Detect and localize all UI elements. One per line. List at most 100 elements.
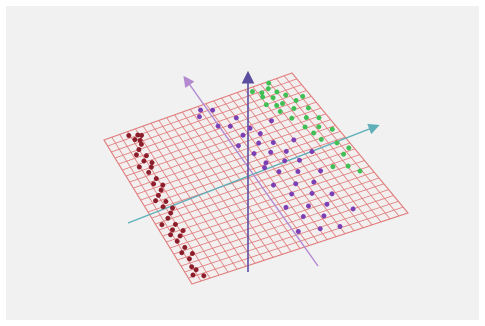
data-point-series-1 [141,158,147,164]
data-point-series-3 [260,94,266,100]
data-point-series-2 [215,123,221,129]
data-point-series-1 [132,137,138,143]
data-point-series-3 [318,136,324,142]
data-point-series-2 [257,131,263,137]
data-point-series-2 [263,160,269,166]
data-point-series-2 [291,137,297,143]
data-point-series-2 [268,149,274,155]
data-point-series-1 [155,192,161,198]
data-point-series-2 [309,149,315,155]
data-point-series-2 [262,165,268,171]
data-point-series-3 [341,151,347,157]
data-point-series-2 [306,203,312,209]
data-point-series-1 [153,198,159,204]
data-point-series-1 [143,153,149,159]
data-point-series-1 [163,198,169,204]
data-point-series-2 [317,226,323,232]
data-point-series-2 [227,123,233,129]
data-point-series-1 [146,169,152,175]
data-point-series-3 [316,115,322,121]
data-point-series-2 [283,148,289,154]
data-point-series-3 [274,89,280,95]
grid-line [188,206,404,279]
depth-axis [183,75,319,267]
data-point-series-2 [235,143,241,149]
data-point-series-1 [186,256,192,262]
data-point-series-3 [289,115,295,121]
data-point-series-1 [174,238,180,244]
data-point-series-3 [334,140,340,146]
data-point-series-2 [283,204,289,210]
data-point-series-3 [293,97,299,103]
data-point-series-1 [189,264,195,270]
data-point-series-3 [345,163,351,169]
data-point-series-1 [169,205,175,211]
data-point-series-3 [266,80,272,86]
grid-line [283,75,400,217]
data-point-series-2 [318,168,324,174]
data-point-series-2 [329,191,335,197]
data-point-series-1 [182,244,188,250]
data-point-series-1 [168,210,174,216]
data-point-series-3 [263,102,269,108]
grid-line [177,189,389,261]
data-point-series-1 [180,228,186,234]
data-point-series-2 [337,223,343,229]
data-point-series-1 [189,250,195,256]
data-point-series-3 [329,126,335,132]
data-point-series-2 [309,190,315,196]
data-point-series-2 [247,125,253,131]
data-point-series-1 [169,227,175,233]
data-point-series-3 [265,86,271,92]
data-point-series-2 [293,181,299,187]
data-point-series-1 [160,182,166,188]
data-point-series-3 [305,105,311,111]
data-point-series-3 [291,105,297,111]
data-point-series-2 [198,107,204,113]
data-point-series-2 [297,157,303,163]
data-point-series-2 [270,139,276,145]
data-point-series-1 [172,221,178,227]
data-point-series-3 [300,93,306,99]
data-point-series-2 [300,214,306,220]
data-point-series-3 [274,102,280,108]
data-point-series-3 [283,92,289,98]
data-point-series-1 [177,233,183,239]
data-point-series-3 [280,100,286,106]
data-point-series-1 [138,132,144,138]
data-point-series-1 [149,160,155,166]
data-point-series-2 [321,213,327,219]
data-point-series-2 [289,191,295,197]
data-point-series-1 [193,267,199,273]
data-point-series-1 [136,147,142,153]
points-group [126,80,363,279]
data-point-series-1 [159,222,165,228]
data-point-series-3 [346,145,352,151]
data-point-series-1 [190,272,196,278]
data-point-series-2 [350,206,356,212]
data-point-series-3 [249,89,255,95]
data-point-series-1 [148,164,154,170]
data-point-series-2 [276,169,282,175]
data-point-series-2 [282,158,288,164]
data-point-series-3 [259,90,265,96]
data-point-series-1 [158,187,164,193]
data-point-series-3 [302,124,308,130]
data-point-series-2 [196,114,202,120]
data-point-series-1 [126,132,132,138]
data-point-series-2 [295,168,301,174]
data-point-series-3 [303,115,309,121]
data-point-series-3 [316,124,322,130]
data-point-series-2 [251,151,257,157]
data-point-series-2 [269,118,275,124]
data-point-series-1 [201,273,207,279]
data-point-series-1 [153,176,159,182]
data-point-series-1 [160,204,166,210]
data-point-series-1 [133,152,139,158]
data-point-series-1 [137,137,143,143]
grid-line [184,200,399,273]
data-point-series-2 [233,115,239,121]
data-point-series-2 [295,228,301,234]
data-point-series-1 [165,215,171,221]
